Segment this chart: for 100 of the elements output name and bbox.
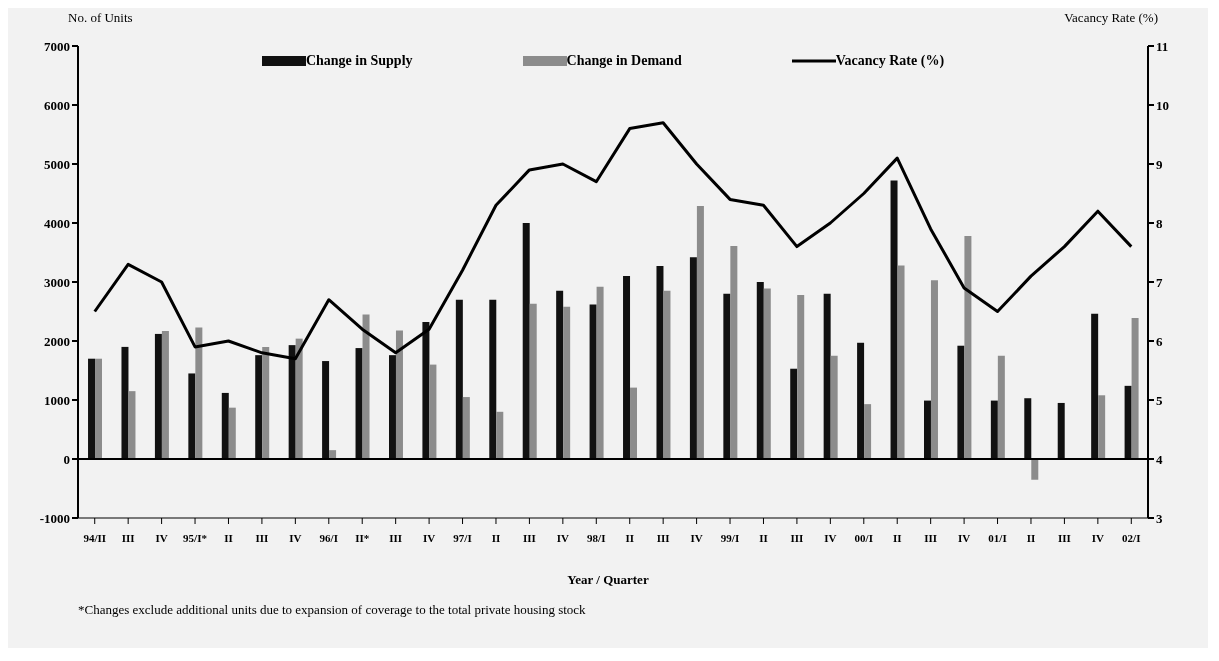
bar [1024,398,1032,459]
y2-tick-label: 7 [1156,274,1163,290]
bar [656,266,664,459]
x-tick-label: IV [1091,531,1105,544]
bar [522,223,530,459]
x-tick-label: 95/I* [183,531,208,544]
bar [1131,317,1139,459]
bar [188,373,196,459]
bar [596,286,604,459]
bar [790,368,798,459]
x-tick-label: 02/I [1122,531,1141,544]
bar [890,180,898,459]
line-series [93,121,1133,361]
bar [429,364,437,459]
x-tick-label: III [790,531,804,544]
x-tick-label: IV [824,531,837,544]
x-tick-label: IV [957,531,971,544]
bar [121,346,129,459]
bar [322,361,330,459]
x-tick-label: IV [690,531,703,544]
bar [228,407,236,459]
bar [422,322,430,459]
x-tick-label: III [656,531,670,544]
bar [964,235,972,459]
bar [455,299,463,459]
x-tick-label: 98/I [587,531,606,544]
legend-label: Vacancy Rate (%) [835,53,945,69]
x-tick-label: 94/II [83,531,107,544]
bar [161,330,169,459]
y-tick-label: 4000 [44,215,70,231]
bar [857,342,865,459]
legend-label: Change in Supply [305,53,413,69]
y2-tick-label: 11 [1156,38,1169,54]
x-axis-title: Year / Quarter [566,572,650,588]
y-tick-label: 2000 [44,333,70,349]
bar [1098,395,1106,459]
bar [395,330,403,459]
y2-tick-label: 10 [1156,97,1169,113]
bar [689,257,697,459]
bar [730,246,738,459]
bar [563,306,571,459]
bar [957,345,965,459]
bar [295,338,303,459]
bar [489,299,497,459]
x-tick-label: 01/I [988,531,1007,544]
x-tick-label: II [759,531,768,544]
x-tick-label: 00/I [854,531,873,544]
y2-axis-title: Vacancy Rate (%) [1064,10,1158,26]
y-tick-label: -1000 [39,510,70,526]
bar [589,304,597,459]
y-axis-title: No. of Units [68,10,133,26]
bar [556,290,564,459]
y2-tick-label: 5 [1156,392,1163,408]
bar [797,294,805,459]
y2-tick-label: 3 [1156,510,1163,526]
x-tick-label: III [924,531,938,544]
bar [329,450,337,459]
text: *Changes exclude additional units due to expansion of coverage to the total private housing stock [78,602,587,618]
bar [355,348,363,459]
bar [88,358,96,459]
x-tick-label: III [255,531,269,544]
bar [830,355,838,459]
y2-tick-label: 6 [1156,333,1163,349]
y2-tick-label: 8 [1156,215,1163,231]
y-tick-label: 3000 [44,274,70,290]
bar [128,391,136,459]
bar [195,327,203,459]
bar [763,288,771,459]
x-tick-label: III [1057,531,1071,544]
bar [262,346,270,459]
x-tick-label: II [625,531,634,544]
legend-label: Change in Demand [566,53,682,69]
x-tick-label: IV [422,531,436,544]
bar [1124,385,1132,459]
x-tick-label: IV [155,531,168,544]
x-tick-label: III [389,531,403,544]
bar [288,345,296,459]
bar [388,355,396,459]
x-tick-label: III [522,531,536,544]
x-tick-label: 96/I [319,531,338,544]
bar [154,333,162,459]
x-tick-label: III [121,531,135,544]
bar [923,400,931,459]
bar [1091,313,1099,459]
bar [864,404,872,459]
x-tick-label: II [491,531,501,544]
y-tick-label: 1000 [44,392,70,408]
bar [823,293,831,459]
x-tick-label: IV [289,531,302,544]
bar [756,282,764,459]
bar [897,265,905,459]
bar [255,355,263,459]
y2-tick-label: 4 [1156,451,1163,467]
bar [221,392,229,459]
x-tick-label: 99/I [720,531,740,544]
bar [95,358,103,459]
x-tick-label: II [892,531,902,544]
x-tick-label: II [224,531,233,544]
bar [663,290,671,459]
y-tick-label: 7000 [44,38,70,54]
